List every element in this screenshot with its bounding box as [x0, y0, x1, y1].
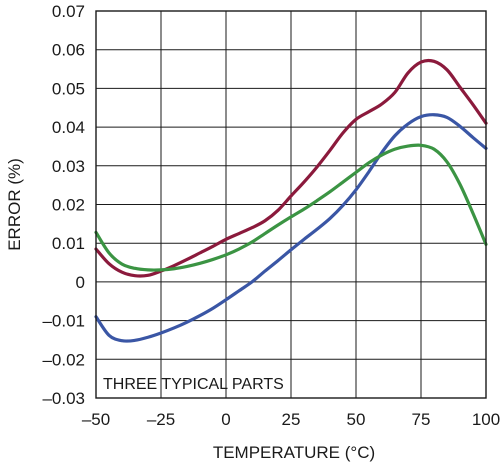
x-tick-label: 0 [221, 410, 230, 429]
y-tick-label: –0.02 [42, 350, 85, 369]
grid [96, 11, 486, 398]
plot-frame [95, 10, 487, 399]
x-axis-title: TEMPERATURE (°C) [213, 443, 375, 462]
y-tick-label: 0.07 [52, 2, 85, 21]
x-tick-label: 75 [412, 410, 431, 429]
y-tick-label: 0.01 [52, 234, 85, 253]
y-tick-label: 0 [76, 273, 85, 292]
x-tick-labels: –50 –25 0 25 50 75 100 [82, 410, 500, 429]
annotation-three-typical-parts: THREE TYPICAL PARTS [103, 376, 284, 393]
y-tick-labels: –0.03 –0.02 –0.01 0 0.01 0.02 0.03 0.04 0.05 0.06… [42, 2, 85, 408]
x-tick-label: –50 [82, 410, 110, 429]
series-line-green [94, 143, 488, 272]
y-tick-label: 0.03 [52, 157, 85, 176]
y-tick-label: –0.01 [42, 312, 85, 331]
y-tick-label: 0.05 [52, 79, 85, 98]
x-tick-label: 100 [472, 410, 500, 429]
x-tick-label: 25 [282, 410, 301, 429]
series-lines [94, 58, 488, 343]
y-tick-label: 0.02 [52, 196, 85, 215]
y-axis-title: ERROR (%) [5, 158, 24, 251]
y-tick-label: 0.04 [52, 118, 85, 137]
y-tick-label: 0.06 [52, 41, 85, 60]
series-line-blue [94, 113, 488, 343]
x-tick-label: –25 [147, 410, 175, 429]
x-tick-label: 50 [347, 410, 366, 429]
y-tick-label: –0.03 [42, 389, 85, 408]
